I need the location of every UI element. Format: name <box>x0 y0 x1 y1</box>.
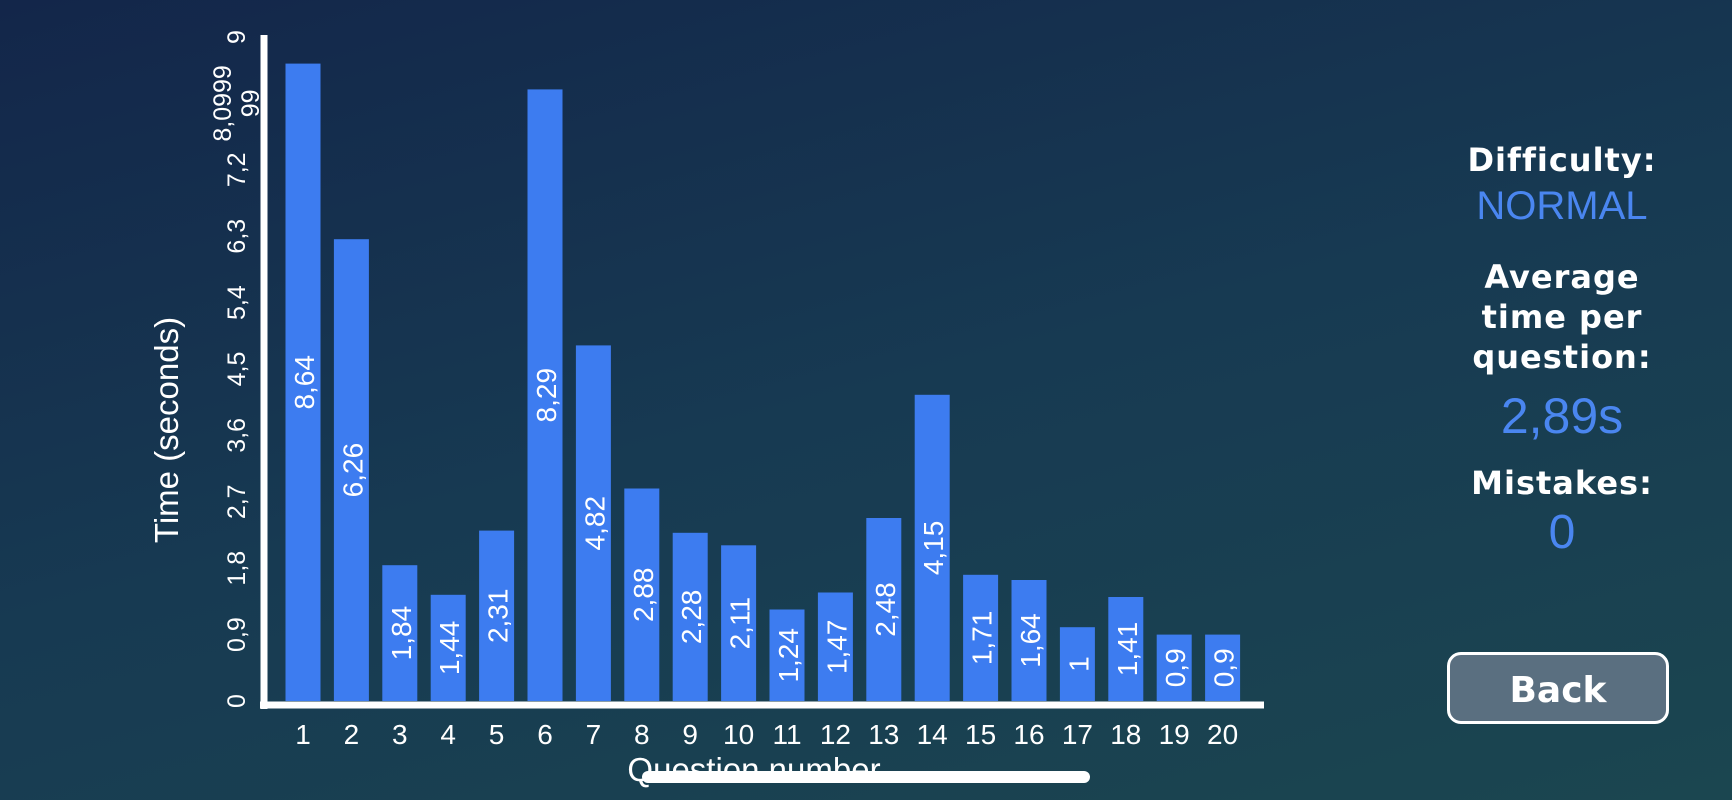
y-tick-label: 1,8 <box>223 551 251 586</box>
bar-question-6 <box>527 89 563 701</box>
bar-value-label: 1,71 <box>967 611 998 666</box>
x-tick-label: 8 <box>634 719 650 750</box>
bar-question-8 <box>624 488 660 701</box>
bar-question-17 <box>1059 627 1095 701</box>
bar-question-13 <box>866 518 902 701</box>
x-tick-label: 10 <box>723 719 754 750</box>
bar-value-label: 4,82 <box>579 496 610 551</box>
bar-value-label: 2,88 <box>628 568 659 623</box>
x-tick-label: 16 <box>1013 719 1044 750</box>
x-tick-label: 14 <box>917 719 948 750</box>
bar-value-label: 1 <box>1063 656 1094 672</box>
x-tick-label: 4 <box>440 719 456 750</box>
bar-question-15 <box>963 574 999 701</box>
y-tick-label: 0,9 <box>223 617 251 652</box>
x-tick-label: 6 <box>537 719 553 750</box>
x-tick-label: 13 <box>868 719 899 750</box>
y-tick-label: 4,5 <box>223 352 251 387</box>
back-button[interactable]: Back <box>1447 652 1669 724</box>
bar-value-label: 1,84 <box>386 606 417 661</box>
bar-question-19 <box>1156 634 1192 701</box>
bar-question-9 <box>672 532 708 701</box>
y-tick-label: 3,6 <box>223 418 251 453</box>
bar-question-1 <box>285 63 321 702</box>
x-tick-label: 3 <box>392 719 408 750</box>
x-axis-ticks: 1 2 3 4 5 6 7 8 9 10 11 12 13 14 15 16 17 18 19 20 <box>295 719 1238 750</box>
y-tick-label: 9 <box>223 30 251 44</box>
bar-value-label: 1,47 <box>821 620 852 675</box>
x-tick-label: 20 <box>1207 719 1238 750</box>
difficulty-label: Difficulty: <box>1467 141 1657 179</box>
bar-value-label: 2,48 <box>870 582 901 637</box>
bar-question-11 <box>769 609 805 701</box>
bar-value-label: 8,29 <box>531 368 562 423</box>
bar-value-label: 1,24 <box>773 628 804 683</box>
bar-question-20 <box>1205 634 1241 701</box>
bar-value-label: 1,44 <box>434 621 465 676</box>
bar-value-label: 2,11 <box>725 597 756 649</box>
bar-value-label: 1,64 <box>1015 613 1046 668</box>
x-tick-label: 15 <box>965 719 996 750</box>
bar-question-5 <box>479 530 515 701</box>
bar-value-label: 0,9 <box>1209 648 1240 687</box>
bar-question-2 <box>333 239 369 701</box>
x-tick-label: 2 <box>344 719 360 750</box>
x-tick-label: 9 <box>682 719 698 750</box>
bar-value-labels: 8,64 6,26 1,84 1,44 2,31 8,29 4,82 2,88 2,28 2,11… <box>289 355 1240 687</box>
x-tick-label: 12 <box>820 719 851 750</box>
x-tick-label: 19 <box>1159 719 1190 750</box>
bar-value-label: 2,28 <box>676 590 707 645</box>
bars <box>285 63 1241 702</box>
time-per-question-chart: 0 0,9 1,8 2,7 3,6 4,5 5,4 6,3 7,2 8,099999 9 8,64 6… <box>148 30 1241 750</box>
x-tick-label: 11 <box>772 719 801 750</box>
x-tick-label: 17 <box>1062 719 1093 750</box>
bar-value-label: 2,31 <box>483 589 514 644</box>
bar-value-label: 1,41 <box>1112 622 1143 677</box>
average-time-value: 2,89s <box>1500 388 1624 444</box>
bar-question-3 <box>382 565 418 701</box>
x-tick-label: 7 <box>586 719 602 750</box>
x-tick-label: 18 <box>1110 719 1141 750</box>
y-tick-label: 0 <box>223 694 251 708</box>
difficulty-value: NORMAL <box>1476 184 1648 228</box>
bar-question-18 <box>1108 597 1144 701</box>
bar-value-label: 6,26 <box>337 443 368 498</box>
y-tick-label: 7,2 <box>223 152 251 187</box>
stats-panel: Difficulty: NORMAL Average time per ques… <box>1412 120 1712 560</box>
bar-question-10 <box>721 545 757 701</box>
x-tick-label: 5 <box>489 719 505 750</box>
y-tick-label: 8,099999 <box>209 65 265 141</box>
mistakes-value: 0 <box>1548 506 1576 559</box>
y-tick-label: 6,3 <box>223 219 251 254</box>
bar-question-14 <box>914 394 950 701</box>
home-indicator[interactable] <box>642 771 1090 783</box>
bar-question-4 <box>430 594 466 701</box>
y-axis-ticks: 0 0,9 1,8 2,7 3,6 4,5 5,4 6,3 7,2 8,099999 9 <box>209 30 265 708</box>
bar-question-16 <box>1011 580 1047 701</box>
bar-value-label: 0,9 <box>1160 648 1191 687</box>
x-tick-label: 1 <box>295 719 311 750</box>
y-axis-title: Time (seconds) <box>148 317 185 543</box>
bar-question-7 <box>575 345 611 701</box>
y-tick-label: 5,4 <box>223 285 251 320</box>
mistakes-label: Mistakes: <box>1471 464 1653 502</box>
average-time-label: Average time per question: <box>1472 258 1652 376</box>
bar-value-label: 8,64 <box>289 355 320 410</box>
bar-value-label: 4,15 <box>918 521 949 576</box>
y-tick-label: 2,7 <box>223 484 251 519</box>
bar-question-12 <box>817 592 853 701</box>
